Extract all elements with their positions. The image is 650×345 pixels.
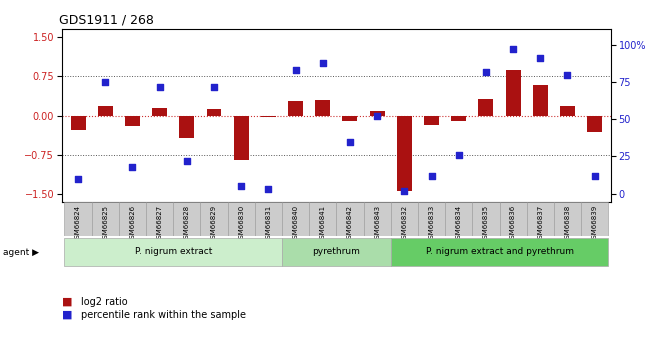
Bar (227, 202, 255, 236)
Bar (343, 116, 358, 121)
Bar (370, 111, 385, 116)
Bar (255, 202, 282, 236)
Bar (478, 99, 493, 116)
Bar (391, 238, 608, 266)
Bar (261, 116, 276, 117)
Bar (391, 202, 418, 236)
Text: GSM66841: GSM66841 (320, 205, 326, 243)
Bar (71, 116, 86, 130)
Bar (119, 202, 146, 236)
Bar (125, 116, 140, 126)
Bar (337, 202, 363, 236)
Point (426, 173, 437, 179)
Bar (64, 202, 92, 236)
Point (344, 139, 355, 144)
Point (562, 72, 573, 77)
Text: GSM66825: GSM66825 (102, 205, 109, 243)
Bar (179, 116, 194, 138)
Text: P. nigrum extract: P. nigrum extract (135, 247, 212, 256)
Bar (207, 109, 222, 116)
Point (291, 68, 301, 73)
Text: GSM66835: GSM66835 (483, 205, 489, 243)
Point (155, 84, 165, 89)
Bar (445, 202, 473, 236)
Text: GSM66832: GSM66832 (401, 205, 408, 243)
Bar (282, 238, 391, 266)
Point (236, 184, 246, 189)
Text: GSM66827: GSM66827 (157, 205, 162, 243)
Text: percentile rank within the sample: percentile rank within the sample (81, 310, 246, 319)
Text: agent ▶: agent ▶ (3, 248, 39, 257)
Point (100, 79, 110, 85)
Text: GDS1911 / 268: GDS1911 / 268 (59, 14, 154, 27)
Bar (309, 202, 337, 236)
Text: GSM66828: GSM66828 (184, 205, 190, 243)
Text: pyrethrum: pyrethrum (313, 247, 360, 256)
Bar (98, 106, 112, 116)
Text: GSM66831: GSM66831 (265, 205, 272, 243)
Bar (473, 202, 499, 236)
Bar (581, 202, 608, 236)
Text: ■: ■ (62, 297, 72, 307)
Point (209, 84, 219, 89)
Bar (288, 101, 303, 116)
Bar (200, 202, 227, 236)
Bar (418, 202, 445, 236)
Bar (146, 202, 174, 236)
Bar (282, 202, 309, 236)
Text: GSM66839: GSM66839 (592, 205, 598, 243)
Bar (554, 202, 581, 236)
Text: GSM66838: GSM66838 (564, 205, 571, 243)
Bar (560, 106, 575, 116)
Point (73, 176, 83, 181)
Point (590, 173, 600, 179)
Bar (234, 116, 249, 160)
Text: GSM66830: GSM66830 (238, 205, 244, 243)
Point (535, 56, 545, 61)
Point (399, 188, 410, 194)
Bar (526, 202, 554, 236)
Bar (587, 116, 602, 132)
Point (454, 152, 464, 158)
Bar (152, 108, 167, 116)
Bar (363, 202, 391, 236)
Point (481, 69, 491, 75)
Bar (506, 70, 521, 116)
Text: GSM66836: GSM66836 (510, 205, 516, 243)
Bar (451, 116, 466, 121)
Text: GSM66833: GSM66833 (428, 205, 435, 243)
Text: GSM66842: GSM66842 (347, 205, 353, 243)
Point (127, 164, 138, 170)
Bar (424, 116, 439, 125)
Text: GSM66829: GSM66829 (211, 205, 217, 243)
Text: log2 ratio: log2 ratio (81, 297, 128, 307)
Point (508, 47, 518, 52)
Bar (397, 116, 412, 191)
Bar (499, 202, 526, 236)
Bar (64, 238, 282, 266)
Text: GSM66824: GSM66824 (75, 205, 81, 243)
Text: GSM66840: GSM66840 (292, 205, 298, 243)
Bar (174, 202, 200, 236)
Point (318, 60, 328, 66)
Bar (315, 100, 330, 116)
Text: P. nigrum extract and pyrethrum: P. nigrum extract and pyrethrum (426, 247, 573, 256)
Text: ■: ■ (62, 310, 72, 319)
Bar (92, 202, 119, 236)
Point (181, 158, 192, 164)
Point (263, 186, 274, 192)
Bar (533, 85, 548, 116)
Text: GSM66837: GSM66837 (538, 205, 543, 243)
Text: GSM66826: GSM66826 (129, 205, 135, 243)
Point (372, 114, 382, 119)
Text: GSM66834: GSM66834 (456, 205, 462, 243)
Text: GSM66843: GSM66843 (374, 205, 380, 243)
